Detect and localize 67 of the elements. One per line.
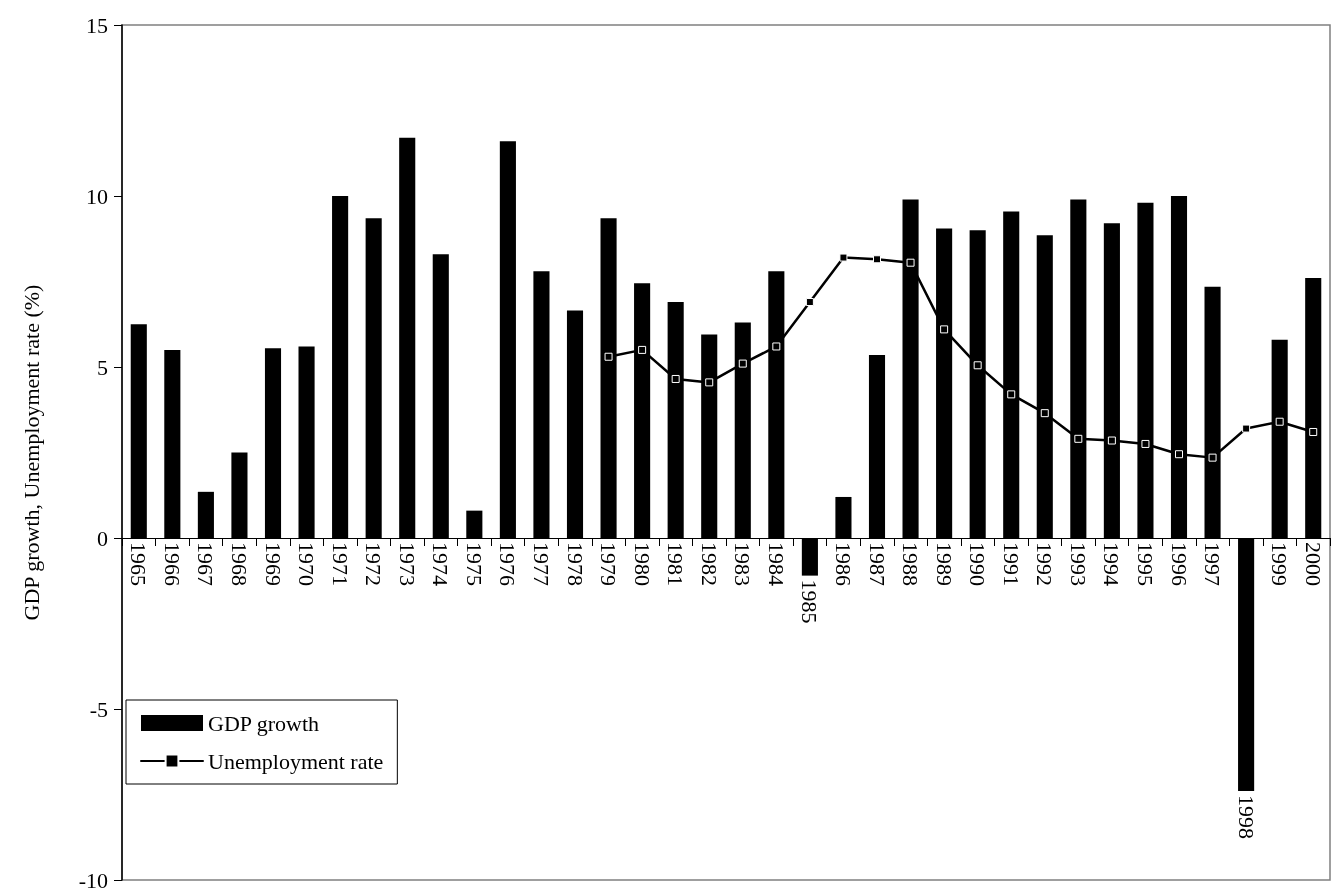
point bbox=[1107, 436, 1116, 445]
point bbox=[638, 345, 647, 354]
y-tick-label: -10 bbox=[78, 867, 108, 892]
x-tick-label: 1997 bbox=[1200, 542, 1226, 586]
point bbox=[738, 359, 747, 368]
point bbox=[873, 255, 881, 264]
point bbox=[671, 374, 680, 383]
x-tick-label: 1983 bbox=[730, 542, 756, 586]
legend-label: Unemployment rate bbox=[208, 748, 384, 774]
x-tick-label: 1979 bbox=[596, 542, 622, 586]
point bbox=[1242, 424, 1251, 433]
x-tick-label: 1985 bbox=[797, 579, 823, 624]
x-tick-label: 1994 bbox=[1099, 542, 1125, 586]
point bbox=[839, 253, 848, 262]
x-tick-label: 1975 bbox=[461, 542, 487, 586]
x-tick-label: 1982 bbox=[696, 542, 722, 586]
x-tick-label: 2000 bbox=[1300, 542, 1326, 586]
x-tick-label: 1999 bbox=[1267, 542, 1293, 586]
point bbox=[772, 342, 781, 351]
x-tick-label: 1974 bbox=[428, 542, 454, 586]
y-tick-label: -5 bbox=[89, 696, 108, 722]
x-tick-label: 1984 bbox=[763, 542, 789, 586]
x-tick-label: 1968 bbox=[226, 542, 252, 586]
x-tick-label: 1965 bbox=[126, 542, 152, 586]
y-tick-label: 5 bbox=[97, 354, 108, 380]
x-tick-label: 1987 bbox=[864, 542, 890, 586]
x-tick-label: 1995 bbox=[1132, 542, 1158, 586]
x-tick-label: 1977 bbox=[528, 542, 554, 586]
y-tick-label: 15 bbox=[86, 12, 108, 38]
x-tick-label: 1981 bbox=[663, 542, 689, 586]
point bbox=[906, 258, 915, 267]
x-tick-label: 1971 bbox=[327, 542, 353, 586]
x-tick-label: 1978 bbox=[562, 542, 588, 586]
y-tick-label: 0 bbox=[97, 525, 108, 551]
point bbox=[705, 378, 714, 387]
point bbox=[1007, 390, 1016, 399]
x-tick-label: 1980 bbox=[629, 542, 655, 586]
x-tick-label: 1993 bbox=[1065, 542, 1091, 586]
point bbox=[1175, 450, 1183, 459]
x-tick-label: 1991 bbox=[998, 542, 1024, 586]
x-tick-label: 1990 bbox=[965, 542, 991, 586]
point bbox=[1275, 417, 1284, 426]
point bbox=[973, 361, 982, 370]
x-tick-label: 1972 bbox=[361, 542, 387, 586]
x-tick-label: 1966 bbox=[159, 542, 185, 586]
x-tick-label: 1970 bbox=[294, 542, 320, 586]
x-tick-label: 1988 bbox=[898, 542, 924, 586]
point bbox=[1141, 439, 1150, 448]
y-tick-label: 10 bbox=[86, 183, 108, 209]
point bbox=[1040, 409, 1049, 418]
x-tick-label: 1973 bbox=[394, 542, 420, 586]
point bbox=[604, 352, 613, 361]
x-tick-label: 1998 bbox=[1233, 795, 1259, 840]
x-tick-label: 1989 bbox=[931, 542, 957, 586]
point bbox=[1309, 427, 1318, 436]
x-tick-label: 1969 bbox=[260, 542, 286, 586]
x-tick-label: 1992 bbox=[1032, 542, 1058, 586]
x-tick-label: 1996 bbox=[1166, 542, 1192, 586]
x-tick-label: 1986 bbox=[830, 542, 856, 586]
x-tick-label: 1967 bbox=[193, 542, 219, 586]
point bbox=[940, 325, 949, 334]
point bbox=[1074, 434, 1083, 443]
y-axis-title: GDP growth, Unemployment rate (%) bbox=[18, 284, 44, 621]
legend-label: GDP growth bbox=[208, 710, 320, 736]
x-tick-label: 1976 bbox=[495, 542, 521, 586]
point bbox=[805, 298, 814, 307]
point bbox=[1208, 453, 1217, 462]
